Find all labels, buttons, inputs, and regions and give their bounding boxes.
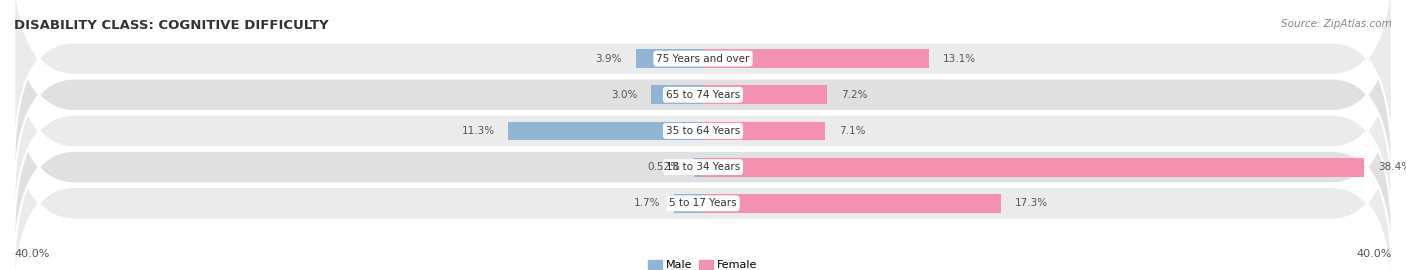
Legend: Male, Female: Male, Female [648,260,758,270]
FancyBboxPatch shape [14,57,1392,270]
Text: 7.1%: 7.1% [839,126,866,136]
Text: 1.7%: 1.7% [634,198,659,208]
Bar [636,49,703,68]
Bar [703,158,1364,177]
Text: 40.0%: 40.0% [1357,249,1392,259]
Text: 13.1%: 13.1% [942,53,976,64]
FancyBboxPatch shape [14,0,1392,205]
Text: 0.52%: 0.52% [647,162,681,172]
Text: 3.9%: 3.9% [596,53,621,64]
Text: 35 to 64 Years: 35 to 64 Years [666,126,740,136]
FancyBboxPatch shape [14,93,1392,270]
Text: 7.2%: 7.2% [841,90,868,100]
Bar [509,122,703,140]
Bar [703,122,825,140]
Text: 17.3%: 17.3% [1015,198,1047,208]
Bar [703,49,928,68]
Text: 11.3%: 11.3% [461,126,495,136]
FancyBboxPatch shape [14,0,1392,169]
Text: 65 to 74 Years: 65 to 74 Years [666,90,740,100]
Text: 75 Years and over: 75 Years and over [657,53,749,64]
Bar [703,85,827,104]
Text: 18 to 34 Years: 18 to 34 Years [666,162,740,172]
Text: Source: ZipAtlas.com: Source: ZipAtlas.com [1281,19,1392,29]
Bar [695,158,703,177]
Text: 3.0%: 3.0% [612,90,637,100]
Text: 38.4%: 38.4% [1378,162,1406,172]
Bar [703,194,1001,213]
Text: 5 to 17 Years: 5 to 17 Years [669,198,737,208]
Text: DISABILITY CLASS: COGNITIVE DIFFICULTY: DISABILITY CLASS: COGNITIVE DIFFICULTY [14,19,329,32]
Bar [651,85,703,104]
Text: 40.0%: 40.0% [14,249,49,259]
FancyBboxPatch shape [14,21,1392,241]
Bar [673,194,703,213]
